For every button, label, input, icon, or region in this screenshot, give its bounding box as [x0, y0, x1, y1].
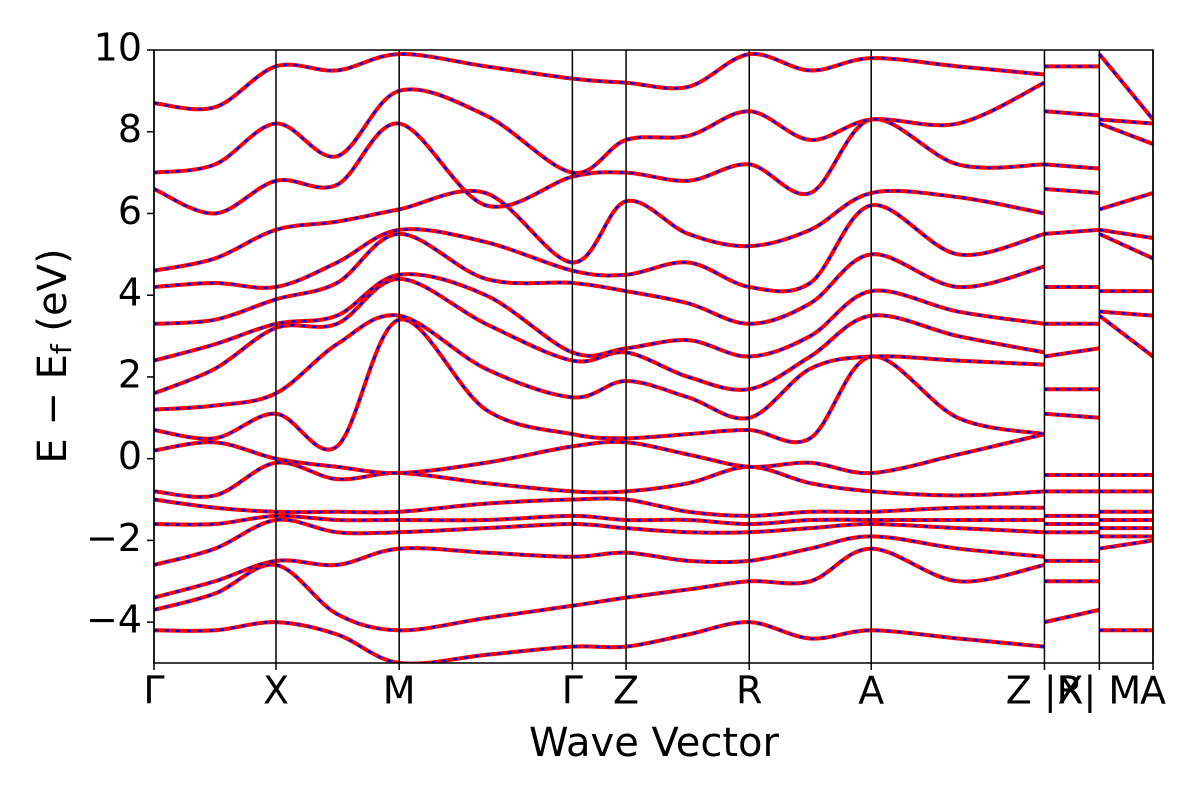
band-line-dashed: [154, 608, 1153, 663]
x-tick-label: Γ: [143, 669, 164, 713]
x-tick-label: Γ: [562, 669, 583, 713]
x-tick-label: X| M: [1057, 669, 1141, 714]
plot-area: [154, 51, 1153, 663]
y-tick-label: −4: [86, 598, 142, 642]
band-line-dashed: [154, 461, 1153, 499]
y-tick-label: 2: [118, 352, 142, 396]
band-line-dashed: [154, 277, 1153, 395]
band-line: [154, 460, 1153, 499]
band-line-dashed: [154, 53, 1153, 175]
band-line: [154, 607, 1153, 663]
x-tick-label: Z |R: [1006, 669, 1083, 714]
band-line-dashed: [154, 535, 1153, 599]
axes-frame: [153, 49, 1154, 664]
band-line: [154, 314, 1153, 452]
band-line-dashed: [154, 122, 1153, 272]
y-tick-label: 10: [94, 26, 142, 70]
x-tick-label: X: [263, 669, 289, 713]
y-tick-label: 6: [118, 189, 142, 233]
band-line-dashed: [154, 191, 1153, 293]
y-label-main: E − E: [30, 354, 76, 464]
y-tick-label: 4: [118, 271, 142, 315]
y-label-sub: f: [45, 343, 78, 354]
x-tick-label: A: [1140, 669, 1166, 713]
x-tick-label: M: [383, 669, 416, 713]
band-line-dashed: [154, 314, 1153, 451]
x-tick-label: Z: [613, 669, 639, 713]
y-tick-label: 8: [118, 107, 142, 151]
x-tick-label: A: [858, 669, 884, 713]
band-line: [154, 517, 1153, 567]
y-tick-label: −2: [86, 516, 142, 560]
y-label-unit: (eV): [30, 248, 76, 344]
x-tick-label: R: [736, 669, 762, 713]
band-line-dashed: [154, 497, 1153, 518]
band-line: [154, 117, 1153, 216]
band-line-dashed: [154, 518, 1153, 567]
band-line: [154, 191, 1153, 294]
x-axis-label: Wave Vector: [529, 720, 780, 766]
y-axis-label: E − Ef (eV): [30, 248, 78, 463]
band-line: [154, 496, 1153, 518]
band-line: [154, 534, 1153, 600]
y-tick-label: 0: [118, 434, 142, 478]
